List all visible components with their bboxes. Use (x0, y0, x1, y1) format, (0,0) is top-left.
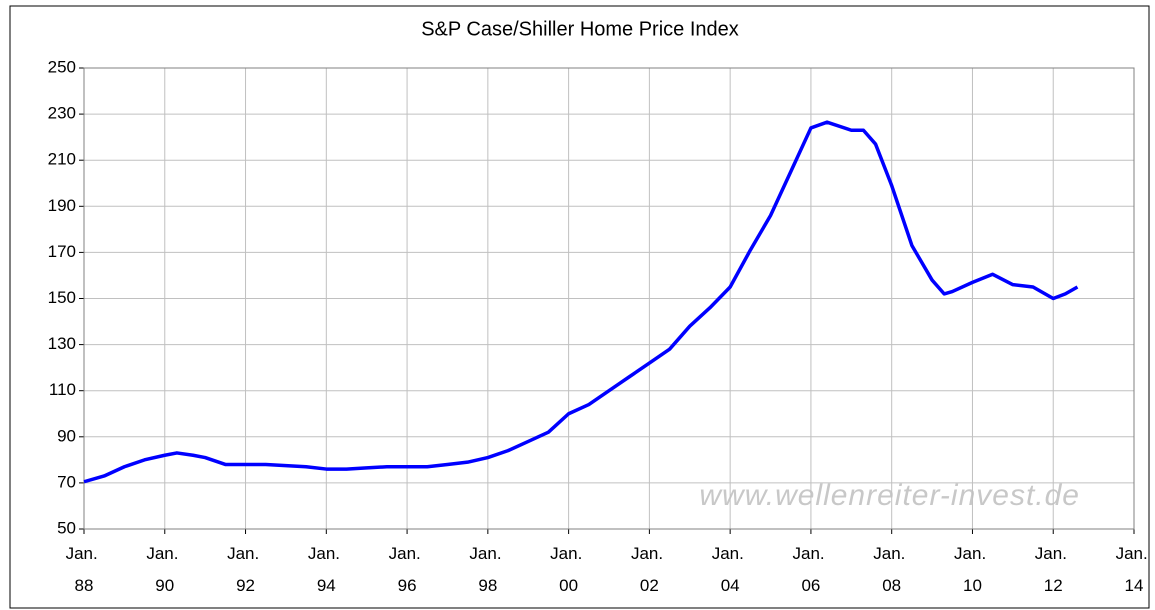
y-tick-label: 90 (57, 426, 76, 445)
y-tick-label: 50 (57, 518, 76, 537)
x-tick-label-line: 94 (317, 576, 336, 595)
y-tick-label: 150 (48, 288, 76, 307)
x-tick-label: Jan. 14 (1116, 544, 1153, 595)
plot-area-border (83, 67, 1135, 530)
x-tick-label-line: Jan. (1116, 544, 1153, 563)
x-tick-label-line: Jan. (389, 544, 426, 563)
x-tick-label-line: 12 (1044, 576, 1063, 595)
x-tick-label-line: Jan. (712, 544, 749, 563)
x-tick-label-line: 88 (75, 576, 94, 595)
y-tick-label: 210 (48, 150, 76, 169)
x-tick-label-line: 06 (801, 576, 820, 595)
x-tick-label-line: 90 (155, 576, 174, 595)
y-tick-label: 110 (49, 380, 76, 399)
x-tick-label: Jan. 96 (389, 544, 426, 595)
x-tick-label-line: Jan. (631, 544, 668, 563)
x-tick-label-line: Jan. (792, 544, 829, 563)
x-tick-label-line: Jan. (308, 544, 345, 563)
x-tick-label-line: Jan. (66, 544, 103, 563)
y-tick-label: 70 (57, 472, 76, 491)
x-tick-label-line: Jan. (227, 544, 264, 563)
x-tick-label-line: Jan. (146, 544, 183, 563)
x-tick-label-line: 98 (478, 576, 497, 595)
x-tick-label: Jan. 04 (712, 544, 749, 595)
x-tick-label-line: 00 (559, 576, 578, 595)
x-tick-label-line: 92 (236, 576, 255, 595)
x-tick-label-line: 02 (640, 576, 659, 595)
x-tick-label: Jan. 92 (227, 544, 264, 595)
x-tick-label: Jan. 98 (469, 544, 506, 595)
x-tick-label: Jan. 08 (873, 544, 910, 595)
x-tick-label-line: Jan. (469, 544, 506, 563)
y-tick-label: 230 (48, 104, 76, 123)
chart-title: S&P Case/Shiller Home Price Index (421, 18, 739, 40)
watermark: www.wellenreiter-invest.de (699, 479, 1080, 512)
line-series (83, 120, 1079, 484)
x-tick-label: Jan. 12 (1035, 544, 1072, 595)
chart-frame (9, 5, 1150, 609)
x-tick-label-line: 04 (721, 576, 740, 595)
x-tick-label-line: Jan. (873, 544, 910, 563)
x-tick-label: Jan. 06 (792, 544, 829, 595)
x-tick-label-line: Jan. (1035, 544, 1072, 563)
x-tick-label-line: 96 (398, 576, 417, 595)
x-tick-label: Jan. 88 (66, 544, 103, 595)
x-tick-label: Jan. 94 (308, 544, 345, 595)
x-tick-label-line: 14 (1125, 576, 1144, 595)
y-tick-label: 190 (48, 196, 76, 215)
x-tick-label-line: Jan. (954, 544, 991, 563)
x-tick-label-line: 08 (882, 576, 901, 595)
x-tick-label: Jan. 90 (146, 544, 183, 595)
y-tick-label: 130 (48, 334, 76, 353)
x-tick-label: Jan. 00 (550, 544, 587, 595)
x-tick-label-line: 10 (963, 576, 982, 595)
x-tick-label: Jan. 02 (631, 544, 668, 595)
y-tick-label: 250 (48, 57, 76, 76)
x-tick-label-line: Jan. (550, 544, 587, 563)
y-tick-label: 170 (48, 242, 76, 261)
x-tick-label: Jan. 10 (954, 544, 991, 595)
